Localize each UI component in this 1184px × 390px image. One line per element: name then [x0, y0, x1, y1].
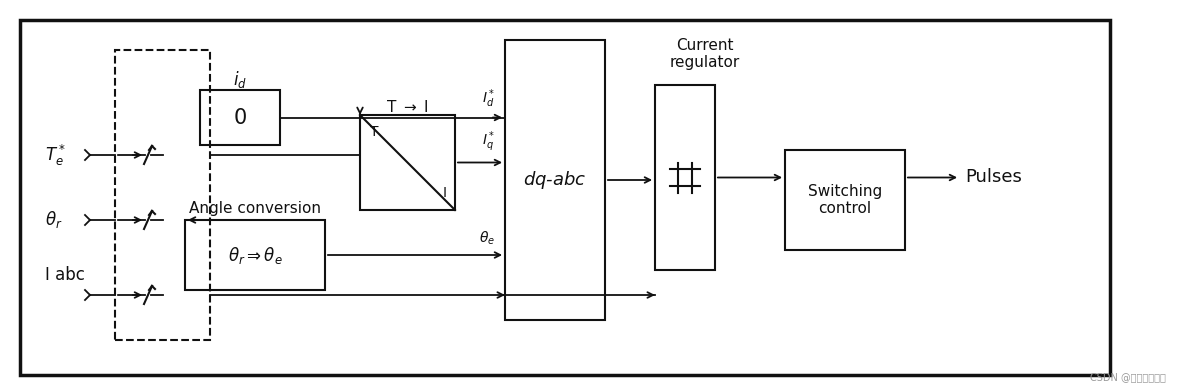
- Text: T: T: [369, 125, 379, 139]
- Text: $\theta_r$: $\theta_r$: [45, 209, 63, 230]
- Bar: [506, 40, 605, 320]
- Text: $\theta_e$: $\theta_e$: [480, 230, 495, 247]
- Bar: [185, 220, 324, 290]
- Text: Pulses: Pulses: [965, 168, 1022, 186]
- Text: I abc: I abc: [45, 266, 85, 284]
- Text: $dq$-abc: $dq$-abc: [523, 169, 587, 191]
- Text: I: I: [443, 186, 448, 200]
- Text: $i_d$: $i_d$: [233, 69, 247, 90]
- Text: 0: 0: [233, 108, 246, 128]
- Text: Switching
control: Switching control: [807, 184, 882, 216]
- Bar: [655, 85, 715, 270]
- Text: Angle conversion: Angle conversion: [189, 200, 321, 216]
- Text: Current
regulator: Current regulator: [670, 37, 740, 70]
- Bar: [360, 115, 455, 210]
- Bar: [115, 50, 210, 340]
- Text: CSDN @电力系统代码: CSDN @电力系统代码: [1090, 372, 1166, 382]
- Bar: [200, 90, 279, 145]
- Text: $I_{d}^*$: $I_{d}^*$: [482, 87, 495, 110]
- Bar: [785, 150, 905, 250]
- Text: $I_{q}^*$: $I_{q}^*$: [482, 130, 495, 154]
- Text: $\theta_r \Rightarrow \theta_e$: $\theta_r \Rightarrow \theta_e$: [227, 245, 282, 266]
- Text: T $\rightarrow$ I: T $\rightarrow$ I: [386, 99, 429, 115]
- Text: $T_e^*$: $T_e^*$: [45, 142, 66, 168]
